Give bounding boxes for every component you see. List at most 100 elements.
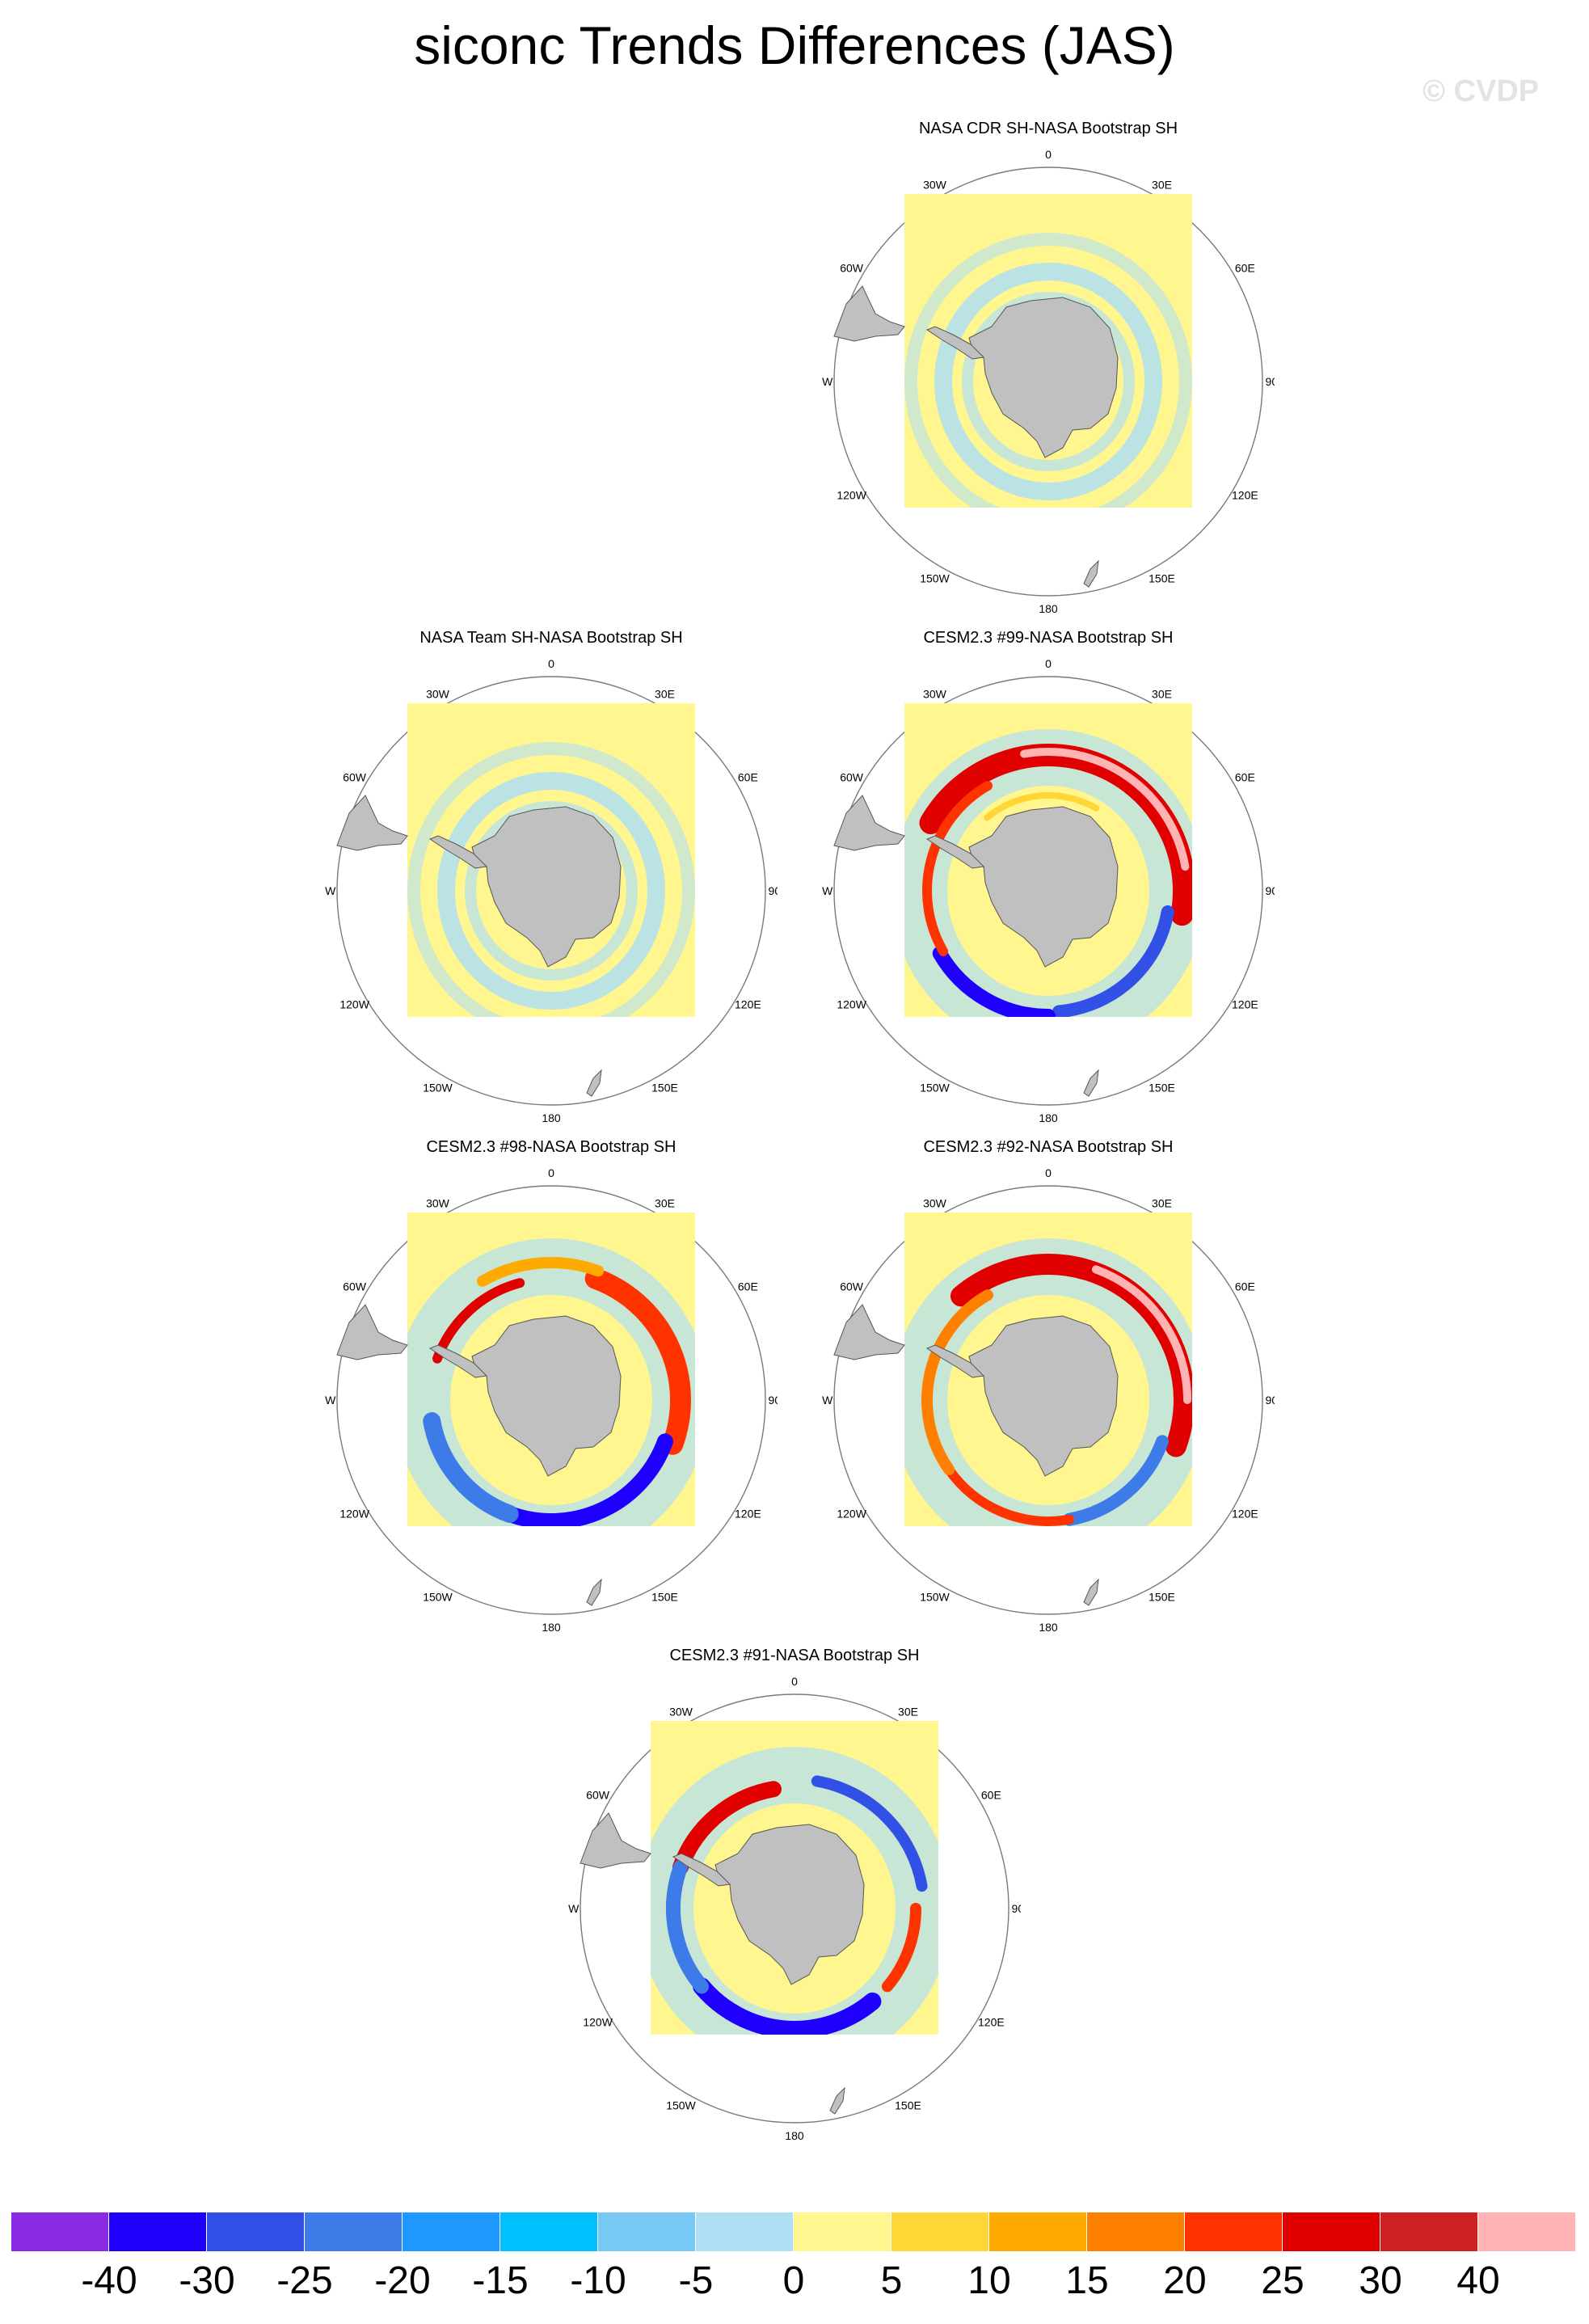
colorbar-swatch — [696, 2212, 794, 2251]
longitude-label: 150E — [1149, 1590, 1175, 1603]
antarctic-peninsula — [428, 1344, 488, 1378]
colorbar — [11, 2212, 1576, 2251]
longitude-label: 30E — [1152, 179, 1172, 192]
colorbar-tick-label: -5 — [678, 2259, 714, 2302]
longitude-label: 30E — [655, 1197, 675, 1210]
panel-title: NASA CDR SH-NASA Bootstrap SH — [918, 120, 1178, 137]
longitude-label: 0 — [791, 1675, 798, 1688]
south-america-tip — [580, 1812, 651, 1869]
longitude-label: 30W — [923, 688, 947, 701]
longitude-label: 30W — [923, 179, 947, 192]
trend-band — [1063, 1435, 1169, 1526]
colorbar-swatch — [1185, 2212, 1283, 2251]
trend-band — [944, 1465, 1075, 1526]
longitude-label: 30E — [898, 1706, 918, 1719]
watermark: © CVDP — [1423, 74, 1540, 108]
trend-band — [1020, 748, 1190, 871]
colorbar-swatch — [1380, 2212, 1478, 2251]
ice-change-background — [651, 1747, 938, 2035]
longitude-label: 150W — [666, 2098, 696, 2111]
south-america-tip — [833, 285, 905, 342]
longitude-label: 150E — [1149, 572, 1175, 584]
polar-map: 0 30E 60E 90E 120E 150E 180 150W 120W 90W 60W 30W — [568, 1675, 1021, 2142]
longitude-label: 60E — [738, 771, 758, 784]
trend-band — [672, 1781, 782, 1875]
colorbar-tick-label: -10 — [570, 2259, 626, 2302]
longitude-label: 0 — [548, 657, 554, 670]
longitude-label: 180 — [785, 2129, 804, 2142]
longitude-label: 120E — [1232, 489, 1258, 502]
trend-band — [423, 1412, 519, 1523]
longitude-label: 90W — [325, 1394, 336, 1407]
colorbar-tick-label: 25 — [1261, 2259, 1304, 2302]
trend-band — [922, 781, 993, 956]
polar-map: 0 30E 60E 90E 120E 150E 180 150W 120W 90W 60W 30W — [325, 1166, 778, 1634]
longitude-label: 120W — [339, 998, 369, 1011]
longitude-label: 60E — [1235, 771, 1255, 784]
longitude-label: 30W — [426, 688, 450, 701]
longitude-label: 90W — [568, 1902, 580, 1915]
longitude-label: 0 — [548, 1166, 554, 1179]
ice-edge-band — [437, 772, 665, 1010]
new-zealand — [1083, 1069, 1099, 1097]
longitude-label: 150E — [1149, 1081, 1175, 1094]
longitude-label: 90E — [769, 884, 778, 897]
colorbar-labels: -40 -30 -25 -20 -15 -10 -5 0 5 10 15 20 25 30 40 — [0, 2259, 1589, 2307]
trend-band — [501, 1433, 673, 1526]
longitude-label: 30E — [1152, 688, 1172, 701]
panel-title: CESM2.3 #92-NASA Bootstrap SH — [923, 1138, 1174, 1156]
new-zealand — [586, 1069, 602, 1097]
longitude-label: 150W — [423, 1081, 453, 1094]
longitude-label: 60E — [1235, 262, 1255, 275]
longitude-label: 30W — [923, 1197, 947, 1210]
colorbar-swatch — [403, 2212, 500, 2251]
colorbar-swatch — [1478, 2212, 1576, 2251]
trend-band — [921, 1289, 993, 1476]
south-america-tip — [336, 795, 408, 851]
longitude-label: 30E — [655, 688, 675, 701]
trend-band — [932, 946, 1056, 1017]
antarctic-peninsula — [925, 326, 985, 360]
longitude-label: 30W — [426, 1197, 450, 1210]
longitude-label: 150W — [423, 1590, 453, 1603]
longitude-label: 150W — [920, 1081, 950, 1094]
colorbar-tick-label: 20 — [1163, 2259, 1207, 2302]
longitude-label: 0 — [1045, 657, 1052, 670]
longitude-label: 120E — [735, 1508, 761, 1521]
colorbar-swatch — [207, 2212, 305, 2251]
longitude-label: 90E — [1266, 884, 1275, 897]
panel-cesm-92: CESM2.3 #92-NASA Bootstrap SH 0 30E 60E 90E… — [822, 1138, 1275, 1639]
longitude-label: 0 — [1045, 1166, 1052, 1179]
colorbar-swatch — [598, 2212, 696, 2251]
longitude-label: 90W — [822, 884, 833, 897]
trend-band — [881, 1903, 921, 1993]
antarctic-peninsula — [428, 835, 488, 869]
colorbar-swatch — [11, 2212, 109, 2251]
colorbar-swatch — [109, 2212, 207, 2251]
longitude-label: 60W — [840, 1280, 864, 1293]
polar-map: 0 30E 60E 90E 120E 150E 180 150W 120W 90W 60W 30W — [822, 1166, 1275, 1634]
outer-ice-band — [407, 742, 695, 1017]
longitude-label: 180 — [542, 1621, 561, 1634]
longitude-label: 120E — [1232, 1508, 1258, 1521]
longitude-label: 30E — [1152, 1197, 1172, 1210]
ice-edge-band — [934, 263, 1162, 500]
colorbar-swatch — [989, 2212, 1087, 2251]
trend-band — [693, 1977, 882, 2035]
trend-band — [1091, 1265, 1191, 1404]
inner-ice-band — [465, 801, 638, 981]
colorbar-swatch — [500, 2212, 598, 2251]
panel-nasa-team: NASA Team SH-NASA Bootstrap SH 0 30E 60E 90… — [325, 629, 778, 1130]
colorbar-swatch — [305, 2212, 403, 2251]
trend-band — [666, 1859, 710, 1994]
new-zealand — [586, 1578, 602, 1606]
colorbar-tick-label: 0 — [782, 2259, 805, 2302]
longitude-label: 180 — [542, 1111, 561, 1124]
longitude-label: 120E — [1232, 998, 1258, 1011]
longitude-label: 150E — [651, 1081, 678, 1094]
longitude-label: 90E — [1012, 1902, 1021, 1915]
polar-map: 0 30E 60E 90E 120E 150E 180 150W 120W 90W 60W 30W — [822, 657, 1275, 1124]
colorbar-tick-label: 30 — [1359, 2259, 1402, 2302]
new-zealand — [829, 2086, 845, 2115]
longitude-label: 120W — [837, 998, 866, 1011]
